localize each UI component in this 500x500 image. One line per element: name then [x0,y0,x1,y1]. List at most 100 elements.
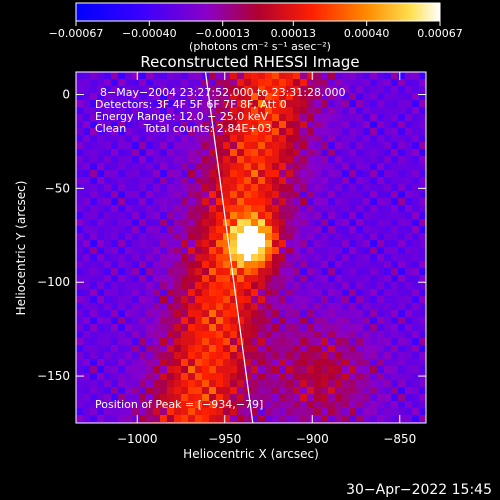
heatmap-cell [174,338,181,345]
heatmap-cell [419,177,426,184]
heatmap-cell [76,380,83,387]
heatmap-cell [167,401,174,408]
heatmap-cell [342,128,349,135]
heatmap-cell [405,352,412,359]
heatmap-cell [363,366,370,373]
heatmap-cell [251,254,258,261]
heatmap-cell [90,93,97,100]
heatmap-cell [167,191,174,198]
heatmap-cell [167,268,174,275]
heatmap-cell [97,415,104,422]
heatmap-cell [160,107,167,114]
heatmap-cell [174,100,181,107]
heatmap-cell [293,247,300,254]
heatmap-cell [237,135,244,142]
heatmap-cell [328,380,335,387]
heatmap-cell [209,275,216,282]
heatmap-cell [412,373,419,380]
heatmap-cell [146,415,153,422]
heatmap-cell [111,247,118,254]
heatmap-cell [300,149,307,156]
heatmap-cell [209,205,216,212]
heatmap-cell [174,261,181,268]
heatmap-cell [167,352,174,359]
heatmap-cell [328,324,335,331]
heatmap-cell [321,212,328,219]
heatmap-cell [237,72,244,79]
heatmap-cell [104,331,111,338]
heatmap-cell [139,205,146,212]
heatmap-cell [391,359,398,366]
heatmap-cell [125,100,132,107]
heatmap-cell [363,100,370,107]
heatmap-cell [419,261,426,268]
heatmap-cell [90,338,97,345]
heatmap-cell [300,107,307,114]
heatmap-cell [314,135,321,142]
heatmap-cell [188,338,195,345]
heatmap-cell [391,380,398,387]
heatmap-cell [335,275,342,282]
heatmap-cell [307,352,314,359]
heatmap-cell [209,310,216,317]
heatmap-cell [419,107,426,114]
heatmap-cell [118,226,125,233]
heatmap-cell [216,275,223,282]
heatmap-cell [412,135,419,142]
heatmap-cell [314,177,321,184]
heatmap-cell [244,247,251,254]
heatmap-cell [391,331,398,338]
heatmap-cell [104,394,111,401]
heatmap-cell [265,387,272,394]
heatmap-cell [97,149,104,156]
heatmap-cell [83,359,90,366]
heatmap-cell [384,107,391,114]
heatmap-cell [202,219,209,226]
heatmap-cell [377,219,384,226]
heatmap-cell [272,338,279,345]
heatmap-cell [307,219,314,226]
heatmap-cell [146,380,153,387]
heatmap-cell [342,233,349,240]
heatmap-cell [356,184,363,191]
heatmap-cell [223,415,230,422]
heatmap-cell [160,212,167,219]
heatmap-cell [265,282,272,289]
heatmap-cell [104,310,111,317]
heatmap-cell [160,331,167,338]
heatmap-cell [384,233,391,240]
heatmap-cell [293,142,300,149]
heatmap-cell [391,93,398,100]
heatmap-cell [174,331,181,338]
heatmap-cell [202,268,209,275]
heatmap-cell [104,373,111,380]
heatmap-cell [321,366,328,373]
heatmap-cell [132,121,139,128]
heatmap-cell [230,282,237,289]
heatmap-cell [314,149,321,156]
heatmap-cell [209,387,216,394]
heatmap-cell [118,268,125,275]
heatmap-cell [258,359,265,366]
heatmap-cell [342,268,349,275]
heatmap-cell [83,107,90,114]
heatmap-cell [209,135,216,142]
heatmap-cell [146,121,153,128]
heatmap-cell [104,345,111,352]
heatmap-cell [272,156,279,163]
heatmap-cell [216,296,223,303]
heatmap-cell [111,72,118,79]
heatmap-cell [202,296,209,303]
heatmap-cell [153,317,160,324]
heatmap-cell [167,93,174,100]
heatmap-cell [279,149,286,156]
heatmap-cell [265,163,272,170]
heatmap-cell [419,121,426,128]
heatmap-cell [391,79,398,86]
heatmap-cell [356,275,363,282]
heatmap-cell [293,135,300,142]
heatmap-cell [307,191,314,198]
heatmap-cell [349,198,356,205]
heatmap-cell [153,380,160,387]
heatmap-cell [90,331,97,338]
